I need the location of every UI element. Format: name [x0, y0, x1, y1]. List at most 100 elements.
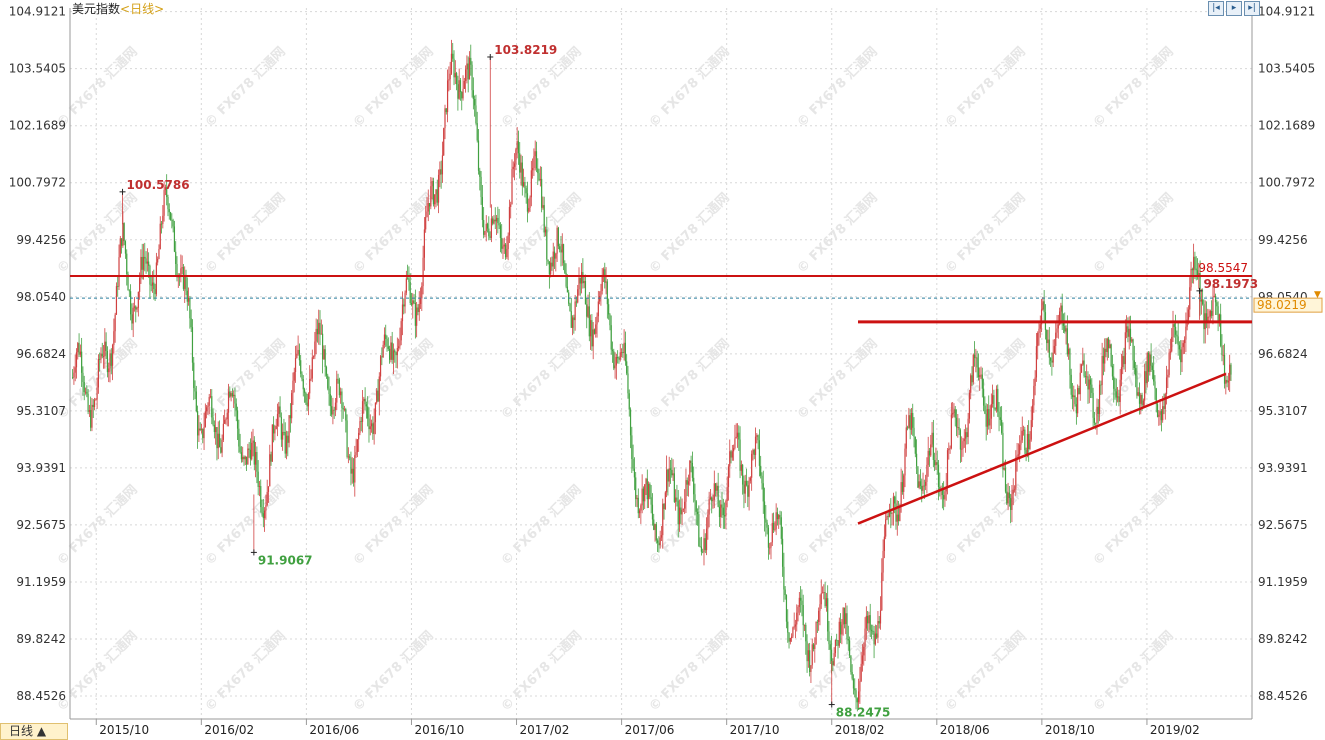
candle-body — [173, 226, 176, 252]
candle-body — [816, 621, 818, 623]
candle-body — [1012, 489, 1014, 494]
candle-body — [753, 449, 755, 455]
candle-body — [446, 80, 449, 113]
y-tick-label-right: 93.9391 — [1258, 461, 1308, 475]
candle-body — [784, 589, 786, 596]
candle-body — [341, 391, 343, 409]
x-tick-label: 2018/06 — [940, 723, 990, 737]
candle-body — [551, 262, 553, 267]
timeframe-selector[interactable]: 日线 ▲ — [0, 723, 68, 740]
candle-body — [1082, 360, 1084, 365]
watermark-text: © FX678 汇通网 — [202, 336, 289, 423]
candle-body — [468, 57, 471, 80]
candle-body — [368, 418, 370, 430]
candle-body — [847, 639, 849, 641]
candle-body — [820, 593, 822, 605]
candle-body — [1092, 392, 1094, 418]
candle-body — [1160, 411, 1163, 421]
candle-body — [204, 411, 206, 427]
candle-body — [1195, 268, 1197, 271]
candle-body — [936, 462, 938, 465]
candle-body — [543, 205, 545, 233]
candle-body — [238, 428, 240, 447]
candle-body — [1068, 348, 1070, 355]
candle-body — [253, 440, 255, 465]
zoom-out-icon[interactable]: |◂ — [1208, 1, 1224, 16]
candle-body — [877, 621, 879, 638]
candle-body — [912, 413, 914, 428]
candle-body — [990, 403, 992, 419]
candle-body — [233, 394, 235, 397]
candle-body — [327, 375, 329, 389]
zoom-in-icon[interactable]: ▸| — [1244, 1, 1260, 16]
x-tick-label: 2017/06 — [625, 723, 675, 737]
candle-body — [1122, 356, 1124, 368]
candle-body — [86, 391, 88, 394]
candle-body — [910, 413, 913, 430]
candle-body — [600, 290, 602, 297]
candle-body — [1172, 324, 1174, 337]
candle-body — [123, 223, 125, 242]
candle-body — [1136, 375, 1138, 396]
candle-body — [373, 422, 375, 434]
candle-body — [874, 633, 876, 645]
candle-body — [623, 342, 625, 354]
candle-body — [696, 511, 699, 515]
candle-body — [605, 281, 607, 283]
candle-body — [449, 73, 451, 80]
candle-body — [729, 451, 731, 467]
play-icon[interactable]: ▸ — [1226, 1, 1242, 16]
candle-body — [658, 542, 660, 546]
candle-body — [1080, 364, 1083, 373]
candle-body — [82, 372, 84, 382]
candle-body — [1060, 305, 1062, 312]
x-tick-label: 2016/10 — [414, 723, 464, 737]
candle-body — [254, 452, 257, 465]
candle-body — [932, 432, 934, 461]
candle-body — [792, 627, 794, 637]
candle-body — [242, 456, 244, 460]
candle-body — [523, 182, 525, 187]
candle-body — [714, 483, 717, 491]
candle-body — [651, 504, 654, 520]
candle-body — [1061, 305, 1063, 322]
candle-body — [571, 317, 574, 328]
candle-body — [772, 522, 775, 530]
candle-body — [1149, 354, 1151, 372]
candle-body — [595, 324, 597, 334]
candle-body — [843, 607, 846, 625]
candle-body — [159, 223, 161, 250]
candle-body — [319, 322, 321, 335]
current-price-badge — [1253, 297, 1323, 313]
watermark-text: © FX678 汇通网 — [54, 628, 141, 715]
candle-body — [1004, 468, 1007, 492]
candle-body — [717, 485, 719, 507]
chart-title: 美元指数<日线> — [72, 0, 164, 17]
candle-body — [530, 170, 532, 198]
candle-body — [106, 350, 109, 373]
candle-body — [93, 399, 96, 407]
candle-body — [74, 367, 76, 373]
candle-body — [266, 491, 268, 506]
candle-body — [1019, 444, 1021, 455]
period-label[interactable]: <日线> — [120, 2, 165, 16]
candle-body — [1115, 391, 1117, 398]
candle-body — [841, 624, 843, 635]
candle-body — [270, 454, 272, 462]
candle-body — [669, 468, 672, 470]
candle-body — [169, 212, 172, 220]
candle-body — [1162, 406, 1164, 421]
candle-body — [167, 197, 169, 210]
candle-body — [1119, 379, 1121, 403]
candle-body — [573, 317, 575, 321]
candle-body — [181, 267, 183, 269]
candle-body — [535, 151, 538, 169]
candle-body — [367, 406, 369, 419]
candle-body — [222, 423, 224, 440]
candle-body — [560, 249, 562, 253]
candle-body — [132, 307, 134, 324]
candle-body — [865, 615, 867, 629]
candle-body — [800, 597, 802, 601]
candle-body — [743, 484, 745, 494]
